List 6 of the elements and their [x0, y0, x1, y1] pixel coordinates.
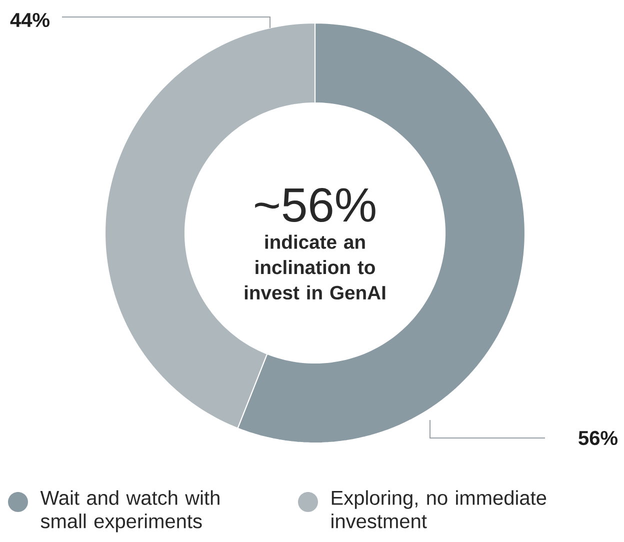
data-label: 56%	[578, 430, 618, 446]
data-label: 44%	[10, 12, 50, 28]
text: indicate an inclination to invest in GenAI	[244, 234, 386, 300]
legend-label: Wait and watch with small experiments	[40, 490, 220, 532]
legend-label: Exploring, no immediate investment	[332, 490, 546, 528]
text: ~56%	[255, 188, 376, 222]
